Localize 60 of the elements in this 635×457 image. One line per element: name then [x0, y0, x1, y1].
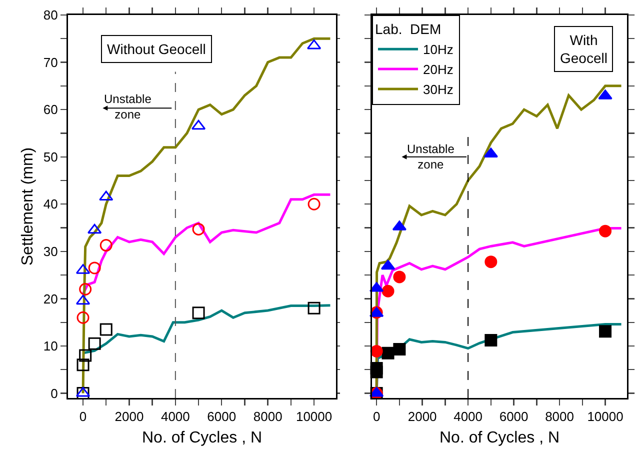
annotation: With Geocell [560, 32, 608, 66]
point [484, 148, 498, 158]
x-tick-label: 8000 [253, 409, 282, 424]
x-tick-label: 2000 [408, 409, 437, 424]
legend-label: 10Hz [423, 42, 454, 58]
point [88, 262, 101, 274]
point [192, 306, 205, 320]
point [99, 190, 114, 201]
x-tick-label: 6000 [207, 409, 236, 424]
legend-label: 20Hz [423, 62, 454, 78]
y-axis-title: Settlement (mm) [20, 147, 37, 266]
point [393, 343, 406, 356]
point [87, 224, 102, 234]
point [79, 349, 92, 362]
point [393, 270, 406, 284]
x-axis-title: No. of Cycles , N [439, 430, 560, 447]
point [100, 239, 112, 252]
point [382, 346, 394, 360]
y-tick-label: 70 [43, 54, 58, 70]
point [192, 222, 205, 236]
point [308, 198, 320, 210]
point [88, 337, 101, 350]
point [76, 358, 90, 372]
point [191, 120, 206, 130]
point [599, 224, 612, 238]
annotation: Without Geocell [107, 41, 206, 57]
annotation: Unstable zone [104, 92, 152, 122]
y-tick-label: 40 [43, 196, 58, 212]
point [484, 334, 498, 347]
x-tick-label: 2000 [114, 409, 144, 424]
point [484, 256, 498, 268]
legend-label: 30Hz [423, 82, 454, 98]
point [100, 323, 112, 336]
x-tick-label: 8000 [545, 409, 574, 424]
point [382, 284, 394, 298]
point [370, 344, 383, 358]
x-tick-label: 0 [372, 409, 380, 424]
point [76, 294, 90, 305]
x-tick-label: 4000 [454, 409, 483, 424]
x-tick-label: 4000 [160, 409, 190, 424]
point [380, 260, 396, 270]
y-tick-label: 60 [43, 102, 58, 118]
y-tick-label: 20 [43, 291, 58, 306]
point [79, 283, 92, 296]
legend-title: Lab. DEM [375, 21, 442, 38]
y-tick-label: 50 [43, 149, 58, 164]
point [599, 325, 612, 338]
point [306, 39, 322, 50]
x-tick-label: 10000 [296, 409, 332, 424]
y-tick-label: 0 [50, 386, 58, 401]
y-tick-label: 10 [43, 338, 58, 354]
y-tick-label: 30 [43, 244, 58, 259]
annotation: Unstable zone [407, 142, 455, 172]
x-axis-title: No. of Cycles , N [142, 430, 262, 447]
x-tick-label: 6000 [499, 409, 528, 424]
x-tick-label: 0 [79, 409, 87, 424]
point [76, 311, 90, 324]
x-tick-label: 10000 [587, 409, 624, 424]
point [308, 302, 320, 314]
y-tick-label: 80 [43, 8, 58, 23]
